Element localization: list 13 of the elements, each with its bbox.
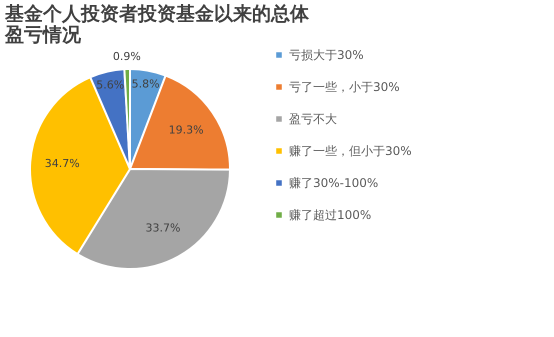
legend-label: 赚了一些，但小于30% [289,144,412,158]
legend-label: 赚了30%-100% [289,176,378,190]
data-label: 5.6% [96,78,124,92]
legend-label: 亏了一些，小于30% [289,80,400,94]
chart-title: 基金个人投资者投资基金以来的总体盈亏情况 [4,3,310,46]
legend-label: 盈亏不大 [289,112,337,126]
data-label: 34.7% [44,157,80,170]
data-label: 33.7% [145,221,180,234]
data-label: 5.8% [132,77,160,90]
legend-label: 赚了超过100% [289,208,372,222]
data-label: 19.3% [168,124,204,137]
data-label: 0.9% [112,50,141,64]
legend-label: 亏损大于30% [289,48,364,62]
